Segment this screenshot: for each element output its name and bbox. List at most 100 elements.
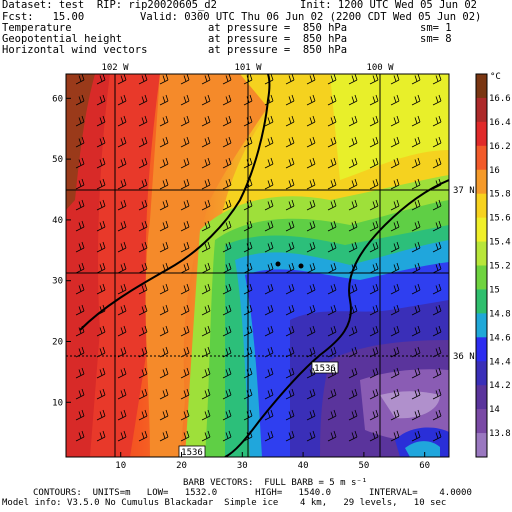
wind-barb [327, 367, 337, 379]
wind-barb [180, 115, 190, 127]
contour-label: 1536 [311, 361, 339, 374]
colorbar-swatch [476, 169, 487, 195]
wind-barb [327, 199, 337, 211]
wind-barb [117, 430, 127, 442]
wind-barb [75, 388, 85, 400]
colorbar-label: 15.6 [489, 214, 511, 224]
wind-barb [411, 346, 421, 358]
wind-barb [264, 262, 274, 274]
wind-barb [285, 262, 295, 274]
dataset-label: Dataset: test RIP: rip20020605_d2 [2, 0, 217, 11]
wind-barb [75, 262, 85, 274]
temperature-fill [66, 74, 449, 457]
wind-barb [285, 115, 295, 127]
wind-barb [306, 115, 316, 127]
colorbar-label: 16.6 [489, 94, 511, 104]
wind-barb [96, 199, 106, 211]
wind-barb [159, 157, 169, 169]
wind-barb [222, 325, 232, 337]
wind-barb [432, 94, 442, 106]
init-label: Init: 1200 UTC Wed 05 Jun 02 [300, 0, 478, 11]
lat-label: 36 N [453, 352, 475, 362]
wind-barb [117, 409, 127, 421]
wind-barb [327, 388, 337, 400]
wind-barb [348, 136, 358, 148]
wind-barb [390, 388, 400, 400]
wind-barb [411, 409, 421, 421]
colorbar-swatch [476, 265, 487, 290]
wind-barb [222, 388, 232, 400]
wind-barb [306, 430, 316, 442]
wind-barb [75, 74, 85, 85]
wind-barb [306, 74, 316, 85]
wind-barb [75, 220, 85, 232]
wind-barb [96, 367, 106, 379]
wind-barb [180, 136, 190, 148]
wind-barb [96, 178, 106, 190]
wind-barb [159, 283, 169, 295]
wind-barbs [75, 74, 442, 442]
wind-barb [159, 304, 169, 316]
wind-barb [243, 367, 253, 379]
wind-barb [264, 157, 274, 169]
wind-barb [222, 304, 232, 316]
wind-barb [306, 283, 316, 295]
wind-barb [159, 199, 169, 211]
wind-barb [75, 325, 85, 337]
wind-barb [75, 346, 85, 358]
wind-barb [306, 388, 316, 400]
wind-barb [222, 74, 232, 85]
wind-barb [117, 220, 127, 232]
wind-barb [138, 304, 148, 316]
wind-barb [327, 94, 337, 106]
wind-barb [432, 199, 442, 211]
wind-barb [327, 157, 337, 169]
colorbar-label: 15 [489, 285, 500, 295]
y-tick-label: 50 [52, 155, 63, 165]
wind-barb [201, 157, 211, 169]
lon-label: 100 W [366, 63, 394, 73]
wind-barb [264, 304, 274, 316]
wind-barb [117, 178, 127, 190]
wind-barb [432, 388, 442, 400]
wind-barb [369, 325, 379, 337]
wind-barb [285, 388, 295, 400]
colorbar-label: 14.4 [489, 357, 511, 367]
wind-barb [201, 346, 211, 358]
wind-barb [306, 220, 316, 232]
wind-barb [390, 199, 400, 211]
wind-barb [369, 430, 379, 442]
wind-barb [201, 241, 211, 253]
wind-barb [243, 199, 253, 211]
colorbar-label: 15.8 [489, 190, 511, 200]
wind-barb [390, 262, 400, 274]
y-axis-ticks: 10 20 30 40 50 60 [52, 94, 71, 408]
wind-barb [390, 94, 400, 106]
wind-barb [96, 430, 106, 442]
colorbar-swatch [476, 97, 487, 123]
wind-barb [159, 367, 169, 379]
wind-barb [243, 74, 253, 85]
wind-barb [348, 94, 358, 106]
smoothing-temperature: sm= 1 [420, 22, 452, 34]
wind-barb [264, 136, 274, 148]
wind-barb [243, 220, 253, 232]
wind-barb [243, 157, 253, 169]
wind-barb [432, 241, 442, 253]
wind-barb [222, 199, 232, 211]
field-wind: Horizontal wind vectors [2, 44, 148, 56]
colorbar-swatch [476, 337, 487, 362]
wind-barb [411, 283, 421, 295]
wind-barb [222, 115, 232, 127]
wind-barb [411, 220, 421, 232]
wind-barb [117, 388, 127, 400]
wind-barb [243, 94, 253, 106]
wind-barb [348, 220, 358, 232]
wind-barb [432, 136, 442, 148]
colorbar-label: 14.6 [489, 333, 511, 343]
wind-barb [411, 74, 421, 85]
contour-info: CONTOURS: UNITS=m LOW= 1532.0 HIGH= 1540… [33, 488, 472, 498]
wind-barb [369, 262, 379, 274]
colorbar-label: 16 [489, 166, 500, 176]
